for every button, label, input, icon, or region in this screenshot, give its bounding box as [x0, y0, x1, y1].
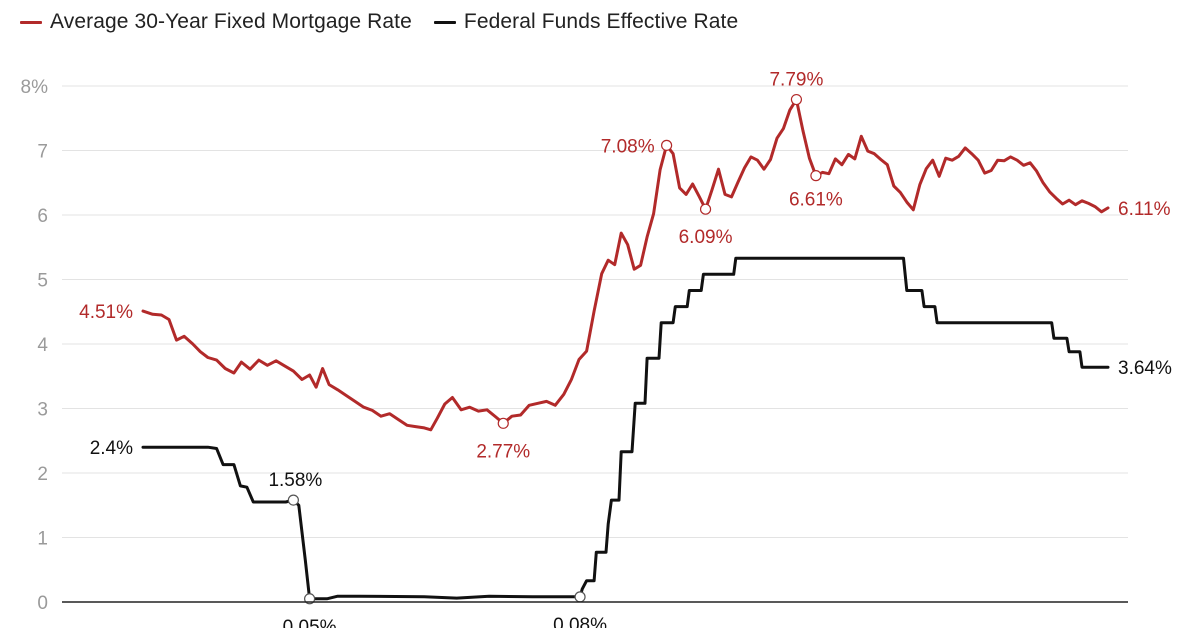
series-layer [141, 98, 1110, 601]
legend-item-fed-funds[interactable]: Federal Funds Effective Rate [433, 10, 739, 34]
y-tick-label-7: 7 [37, 142, 48, 163]
series-line-fed-funds [141, 256, 1110, 601]
data-label-1-1: 1.58% [268, 470, 322, 491]
data-label-0-0: 4.51% [79, 302, 133, 323]
data-label-0-2: 7.08% [601, 136, 655, 157]
legend-label-mortgage: Average 30-Year Fixed Mortgage Rate [50, 10, 412, 33]
data-label-0-3: 6.09% [679, 227, 733, 248]
y-tick-label-0: 0 [37, 593, 48, 614]
data-label-1-4: 3.64% [1118, 358, 1172, 379]
data-point-marker-0-2 [661, 139, 673, 151]
y-tick-label-1: 1 [37, 529, 48, 550]
y-tick-label-4: 4 [37, 335, 48, 356]
data-point-marker-0-3 [699, 203, 712, 215]
y-tick-label-6: 6 [37, 206, 48, 227]
legend-label-fed-funds: Federal Funds Effective Rate [463, 10, 739, 33]
data-label-1-0: 2.4% [90, 438, 133, 459]
series-line-mortgage [141, 98, 1110, 432]
data-point-marker-1-3 [574, 591, 586, 603]
data-point-marker-0-5 [810, 170, 822, 182]
legend-swatch-fed-funds [433, 20, 456, 24]
data-point-marker-1-1 [287, 494, 299, 506]
y-tick-label-8: 8% [21, 77, 49, 98]
data-labels: 4.51% 2.77% 7.08% 6.09% 7.79% 6.61% 6.11% 2.4% 1… [79, 70, 1172, 628]
gridlines [62, 85, 1128, 538]
data-label-1-2: 0.05% [283, 617, 337, 628]
legend-item-mortgage[interactable]: Average 30-Year Fixed Mortgage Rate [20, 10, 412, 34]
data-label-1-3: 0.08% [553, 615, 607, 628]
data-label-0-5: 6.61% [789, 190, 843, 211]
data-label-0-4: 7.79% [769, 70, 823, 91]
y-tick-label-2: 2 [37, 464, 48, 485]
y-tick-label-5: 5 [37, 271, 48, 292]
data-point-marker-0-1 [497, 417, 509, 429]
legend-swatch-mortgage [20, 20, 42, 24]
data-label-0-6: 6.11% [1118, 199, 1171, 220]
y-tick-label-3: 3 [37, 400, 48, 421]
chart-legend: Average 30-Year Fixed Mortgage Rate Fede… [20, 6, 760, 38]
data-label-0-1: 2.77% [476, 441, 530, 462]
data-point-marker-0-4 [790, 93, 803, 106]
y-axis-tick-labels: 0 1 2 3 4 5 6 7 8% [21, 77, 49, 614]
